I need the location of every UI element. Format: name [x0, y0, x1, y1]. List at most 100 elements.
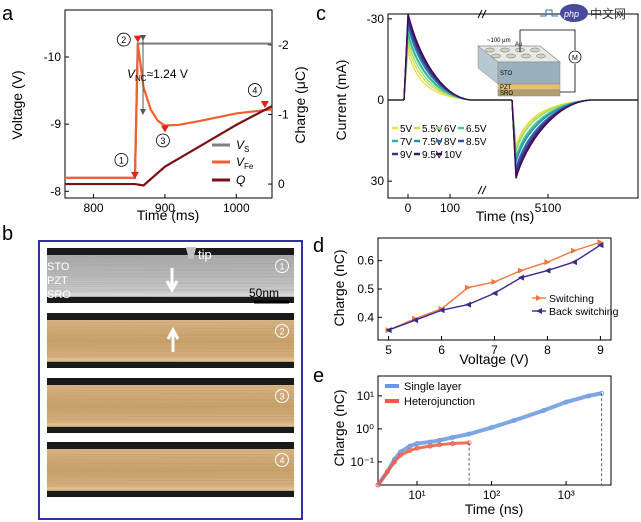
x-tick-label: 9 [597, 343, 604, 357]
frame-texture [46, 354, 295, 357]
x-tick-label: 1000 [223, 201, 250, 215]
frame-texture [46, 347, 295, 349]
series-v-fe [65, 43, 273, 179]
au-pad [521, 53, 531, 59]
x-tick-label: 10³ [557, 488, 574, 502]
panel-letter-b: b [2, 223, 13, 245]
series-point [407, 443, 413, 449]
series-line-1 [376, 441, 470, 486]
series-q [65, 105, 273, 187]
panel-d-plot: 5 6 7 8 9 0.4 0.5 0.6 [357, 239, 604, 357]
series-point [392, 459, 397, 465]
marker-number: 1 [119, 155, 124, 165]
watermark: php 中文网 [560, 4, 626, 22]
legend-label: 8V [444, 137, 457, 148]
panel-d-ylabel: Charge (nC) [331, 249, 347, 326]
watermark-logo [560, 4, 588, 22]
legend-label: 9.5V [422, 150, 443, 161]
y-tick-label: 0.6 [357, 254, 374, 268]
frame-texture [46, 450, 295, 453]
frame-texture [46, 476, 295, 478]
frame-texture [46, 289, 295, 292]
y-tick-label: -9 [50, 117, 61, 131]
frame-texture [46, 456, 295, 458]
frame-texture [46, 413, 295, 415]
sto-label: STO [47, 261, 70, 273]
panel-c-xlabel: Time (ns) [476, 208, 535, 224]
series-point [489, 425, 494, 430]
legend-label: Single layer [404, 381, 462, 393]
panel-a-xlabel: Time (ms) [137, 207, 199, 223]
panel-e-plot: 10¹ 10² 10³ 10⁻¹ 10⁰ 10¹ [350, 389, 605, 502]
frame-texture [46, 462, 295, 465]
marker-circle [116, 32, 131, 47]
legend-marker [536, 295, 542, 301]
series-point [544, 267, 551, 274]
frame-texture [46, 400, 295, 402]
y-tick-label: -10 [44, 50, 62, 64]
marker-number: 2 [121, 35, 126, 45]
panel-d-frame [377, 237, 612, 341]
frame-number: 1 [279, 262, 284, 272]
marker-triangle [130, 171, 139, 179]
y-tick-label: -30 [367, 12, 385, 26]
down-arrow-icon [165, 268, 179, 294]
panel-e-legend: Single layer Heterojunction [385, 381, 475, 408]
axis-break-bottom [477, 185, 487, 195]
legend-label: 10V [444, 150, 462, 161]
probe-tip-icon [185, 246, 197, 259]
au-pad [536, 53, 546, 59]
legend-label: 8.5V [466, 137, 487, 148]
frame-texture [46, 477, 295, 479]
x-tick-label: 10² [483, 488, 500, 502]
series-point [491, 278, 498, 285]
panel-letter-c: c [316, 3, 326, 25]
legend-label: Heterojunction [404, 396, 475, 408]
device-inset: STO PZT SRO ~100 μm Au M Vinput [477, 9, 582, 97]
marker-circle [114, 152, 129, 167]
frame-texture [46, 393, 295, 395]
ammeter-icon [568, 50, 582, 64]
series-point [398, 452, 403, 458]
y-tick-label: 10¹ [357, 389, 374, 403]
frame-texture [46, 470, 295, 472]
frame-texture [46, 327, 295, 329]
series-point [465, 284, 472, 291]
panel-e-xlabel: Time (ns) [465, 501, 524, 517]
series-line-0 [376, 391, 603, 487]
y-right-tick-label: 0 [278, 177, 285, 191]
frame-texture [46, 321, 295, 324]
frame-texture [46, 398, 295, 401]
up-arrow-icon [166, 326, 180, 352]
series-point [465, 301, 472, 308]
au-pad [530, 47, 540, 53]
legend-label: 9V [400, 150, 413, 161]
frame-number: 2 [279, 327, 284, 337]
series-point [427, 443, 433, 449]
series-point [384, 469, 390, 475]
inset-wire-2 [560, 64, 576, 93]
inset-sro-label: SRO [500, 91, 513, 97]
frame-layer [47, 320, 294, 361]
ammeter-label: M [572, 55, 578, 62]
frame-texture [46, 483, 295, 486]
panel-b-frame [38, 240, 303, 520]
legend-label: Back switching [549, 306, 619, 318]
series-point [491, 290, 498, 297]
legend-vfe-label: VFe [236, 155, 254, 171]
series-point [544, 259, 551, 266]
frame-number-circle [275, 324, 289, 338]
series-point [375, 482, 381, 488]
legend-label: 7.5V [422, 137, 443, 148]
panel-d-xlabel: Voltage (V) [459, 351, 528, 367]
frame-texture [46, 353, 295, 355]
panel-letter-a: a [2, 3, 14, 25]
series-point [511, 418, 517, 423]
legend-label: 5V [400, 124, 413, 135]
series-point [563, 399, 569, 405]
panel-d: d 5 6 7 8 9 0.4 0.5 0.6 Voltage (V) Charge (nC)… [313, 235, 619, 367]
watermark-text: 中文网 [590, 6, 626, 21]
vnc-annotation: VNC≈1.24 V [127, 67, 188, 83]
y-tick-label: 10⁻¹ [350, 455, 374, 469]
